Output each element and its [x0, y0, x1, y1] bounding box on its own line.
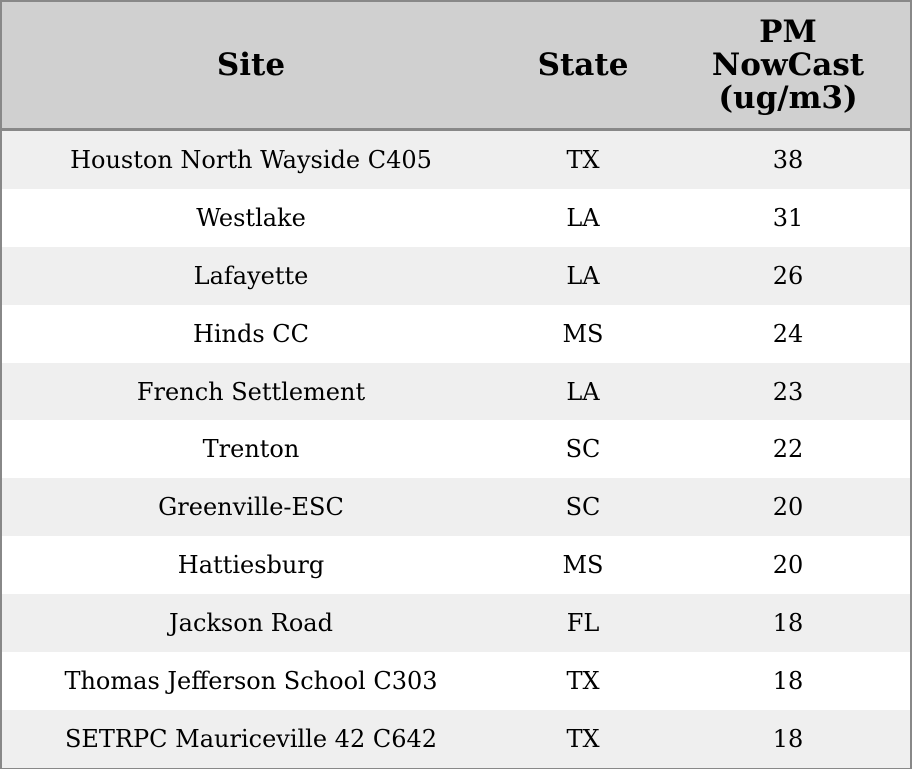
table-row: Houston North Wayside C405 TX 38 [2, 129, 910, 189]
table-row: SETRPC Mauriceville 42 C642 TX 18 [2, 709, 910, 768]
table-cell: Hinds CC [2, 304, 500, 363]
header-text: PM NowCast (ug/m3) [711, 13, 865, 116]
table-cell: Thomas Jefferson School C303 [2, 652, 500, 710]
table-row: Hinds CC MS 24 [2, 304, 910, 363]
table-cell: 18 [666, 652, 910, 710]
table-cell: LA [500, 362, 666, 421]
table-cell: SC [500, 420, 666, 479]
table-cell: Houston North Wayside C405 [2, 129, 500, 189]
table-row: Westlake LA 31 [2, 188, 910, 247]
table-row: Jackson Road FL 18 [2, 594, 910, 653]
header-cell: Site [2, 2, 500, 131]
table-cell: TX [500, 652, 666, 710]
table-row: French Settlement LA 23 [2, 362, 910, 421]
header-row: Site State PM NowCast (ug/m3) [2, 2, 910, 131]
table-cell: French Settlement [2, 362, 500, 421]
table-cell: 38 [666, 129, 910, 189]
table-cell: SETRPC Mauriceville 42 C642 [2, 709, 500, 768]
table-cell: MS [500, 536, 666, 595]
table-cell: SC [500, 478, 666, 537]
table-row: Hattiesburg MS 20 [2, 536, 910, 595]
table-cell: Hattiesburg [2, 536, 500, 595]
table-cell: MS [500, 304, 666, 363]
table-cell: 18 [666, 594, 910, 653]
table-cell: Greenville-ESC [2, 478, 500, 537]
header-text: State [537, 46, 629, 83]
header-cell: PM NowCast (ug/m3) [666, 2, 910, 131]
table-cell: Westlake [2, 188, 500, 247]
table-cell: 20 [666, 536, 910, 595]
table-cell: Jackson Road [2, 594, 500, 653]
table-cell: LA [500, 246, 666, 305]
table-cell: FL [500, 594, 666, 653]
table-row: Lafayette LA 26 [2, 246, 910, 305]
table-cell: 20 [666, 478, 910, 537]
table-cell: TX [500, 709, 666, 768]
table-row: Trenton SC 22 [2, 420, 910, 479]
header-cell: State [500, 2, 666, 131]
table-cell: 18 [666, 709, 910, 768]
table-cell: Trenton [2, 420, 500, 479]
header-text: Site [216, 46, 286, 83]
table-cell: TX [500, 129, 666, 189]
table-body: Houston North Wayside C405 TX 38 Westlake LA… [2, 129, 910, 768]
table-row: Greenville-ESC SC 20 [2, 478, 910, 537]
table-cell: 31 [666, 188, 910, 247]
table-row: Thomas Jefferson School C303 TX 18 [2, 652, 910, 710]
table-cell: 26 [666, 246, 910, 305]
table-cell: LA [500, 188, 666, 247]
table-cell: 23 [666, 362, 910, 421]
table-cell: 24 [666, 304, 910, 363]
table-cell: Lafayette [2, 246, 500, 305]
table-header: Site State PM NowCast (ug/m3) [2, 2, 910, 131]
table-cell: 22 [666, 420, 910, 479]
